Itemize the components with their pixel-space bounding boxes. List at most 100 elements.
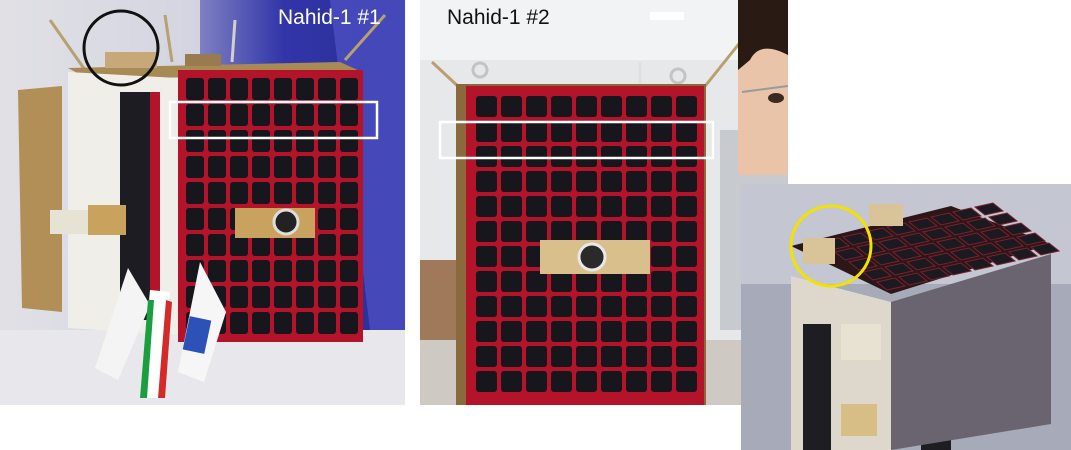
solar-cell (941, 262, 973, 276)
solar-cell (230, 234, 248, 256)
solar-cell (651, 246, 672, 267)
solar-cell (501, 121, 522, 142)
solar-cell (551, 96, 572, 117)
solar-cell (318, 130, 336, 152)
top-component (105, 52, 157, 68)
solar-cell (501, 296, 522, 317)
solar-cell (186, 182, 204, 204)
antenna (230, 19, 237, 63)
solar-cell (897, 272, 929, 286)
solar-cell (576, 346, 597, 367)
solar-cell (230, 130, 248, 152)
solar-cell (551, 296, 572, 317)
solar-cell (501, 146, 522, 167)
solar-cell (601, 146, 622, 167)
solar-cell (929, 212, 961, 226)
solar-cell (186, 104, 204, 126)
solar-cell (576, 221, 597, 242)
marker-rectangle-white (438, 120, 715, 160)
solar-cell (1029, 242, 1061, 256)
solar-cell (208, 104, 226, 126)
lab-desk (420, 260, 460, 340)
solar-cell (230, 156, 248, 178)
solar-cell (651, 346, 672, 367)
solar-cell (601, 296, 622, 317)
solar-cell-grid (186, 78, 358, 334)
solar-cell (340, 104, 358, 126)
solar-cell (318, 78, 336, 100)
solar-cell (476, 171, 497, 192)
solar-cell (676, 371, 697, 392)
solar-cell (186, 208, 204, 230)
antenna (48, 19, 87, 71)
solar-cell (296, 156, 314, 178)
solar-cell (318, 182, 336, 204)
solar-cell (274, 78, 292, 100)
solar-cell (501, 221, 522, 242)
solar-cell (208, 156, 226, 178)
photo-panel-nahid-1-2: Nahid-1 #2 (420, 0, 788, 405)
solar-cell (626, 346, 647, 367)
solar-cell (318, 260, 336, 282)
solar-cell (919, 267, 951, 281)
solar-cell (340, 312, 358, 334)
solar-cell (979, 227, 1011, 241)
solar-cell (626, 221, 647, 242)
solar-cell (318, 208, 336, 230)
satellite-photo-1 (0, 0, 405, 405)
solar-cell (230, 286, 248, 308)
solar-cell (274, 312, 292, 334)
solar-cell (626, 296, 647, 317)
solar-cell (551, 196, 572, 217)
solar-cell (501, 371, 522, 392)
solar-cell (208, 130, 226, 152)
panel-caption: Nahid-1 #2 (447, 6, 550, 29)
solar-cell (318, 286, 336, 308)
solar-cell (526, 96, 547, 117)
solar-cell (501, 171, 522, 192)
solar-cell (576, 196, 597, 217)
solar-cell (626, 146, 647, 167)
solar-cell (252, 312, 270, 334)
lifting-eye (669, 67, 687, 85)
solar-cell (340, 130, 358, 152)
solar-cell (935, 237, 967, 251)
solar-cell (676, 271, 697, 292)
antenna (343, 14, 387, 61)
solar-cell (501, 96, 522, 117)
solar-cell (551, 221, 572, 242)
solar-cell (476, 196, 497, 217)
solar-cell (576, 371, 597, 392)
solar-cell (576, 96, 597, 117)
satellite-photo-2 (420, 0, 788, 405)
solar-cell (186, 78, 204, 100)
solar-cell (651, 296, 672, 317)
solar-cell (963, 257, 995, 271)
solar-cell (296, 182, 314, 204)
deployable-panel (18, 86, 62, 312)
solar-cell (526, 221, 547, 242)
marker-rectangle-white (168, 100, 379, 140)
solar-cell (501, 321, 522, 342)
solar-cell (501, 246, 522, 267)
solar-cell (651, 196, 672, 217)
solar-cell-grid (476, 96, 697, 392)
solar-cell (626, 271, 647, 292)
solar-cell (861, 267, 893, 281)
solar-cell (476, 271, 497, 292)
solar-cell (676, 146, 697, 167)
solar-cell (274, 156, 292, 178)
solar-cell (951, 207, 983, 221)
solar-cell (252, 130, 270, 152)
front-face (891, 254, 1051, 450)
top-component (803, 238, 835, 264)
solar-cell (526, 196, 547, 217)
solar-cell (296, 78, 314, 100)
solar-cell (551, 146, 572, 167)
solar-cell (186, 156, 204, 178)
solar-cell (875, 277, 907, 291)
side-instrument (50, 210, 90, 234)
solar-cell (318, 234, 336, 256)
camera-lens (272, 208, 300, 236)
solar-cell (230, 78, 248, 100)
